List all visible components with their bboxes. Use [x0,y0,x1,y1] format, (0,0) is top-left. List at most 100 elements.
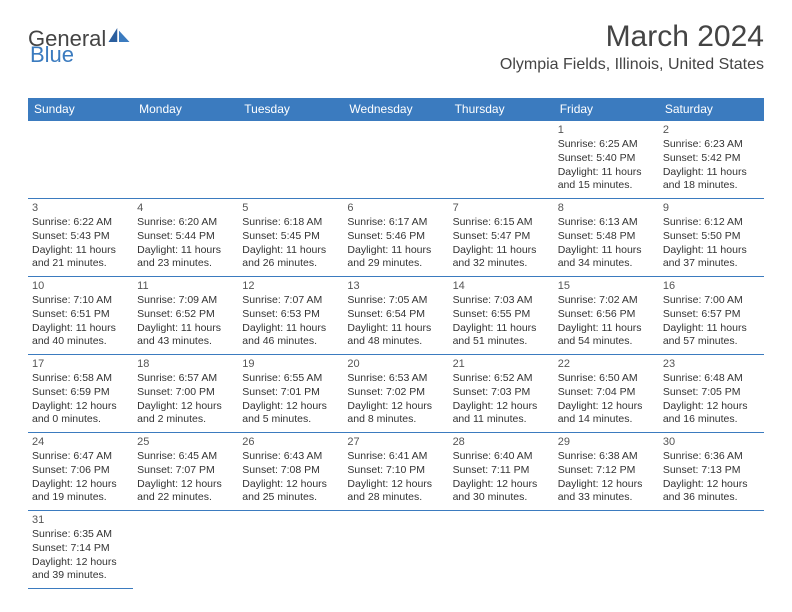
sunset-text: Sunset: 7:13 PM [663,464,760,478]
calendar-cell: 6Sunrise: 6:17 AMSunset: 5:46 PMDaylight… [343,199,448,277]
sunset-text: Sunset: 5:48 PM [558,230,655,244]
calendar-week-row: 31Sunrise: 6:35 AMSunset: 7:14 PMDayligh… [28,511,764,589]
sunset-text: Sunset: 5:43 PM [32,230,129,244]
day-header: Monday [133,98,238,121]
daylight-text: Daylight: 12 hours and 39 minutes. [32,556,129,583]
calendar-cell [343,121,448,199]
sunset-text: Sunset: 7:00 PM [137,386,234,400]
daylight-text: Daylight: 11 hours and 37 minutes. [663,244,760,271]
sunrise-text: Sunrise: 6:22 AM [32,216,129,230]
calendar-cell [133,121,238,199]
sunset-text: Sunset: 7:05 PM [663,386,760,400]
daylight-text: Daylight: 12 hours and 19 minutes. [32,478,129,505]
sunrise-text: Sunrise: 6:41 AM [347,450,444,464]
day-number: 3 [32,201,129,215]
calendar-cell: 7Sunrise: 6:15 AMSunset: 5:47 PMDaylight… [449,199,554,277]
sunrise-text: Sunrise: 6:52 AM [453,372,550,386]
calendar-cell: 2Sunrise: 6:23 AMSunset: 5:42 PMDaylight… [659,121,764,199]
daylight-text: Daylight: 11 hours and 15 minutes. [558,166,655,193]
daylight-text: Daylight: 12 hours and 0 minutes. [32,400,129,427]
sunrise-text: Sunrise: 7:10 AM [32,294,129,308]
day-number: 19 [242,357,339,371]
daylight-text: Daylight: 11 hours and 21 minutes. [32,244,129,271]
sunrise-text: Sunrise: 6:40 AM [453,450,550,464]
calendar-cell: 27Sunrise: 6:41 AMSunset: 7:10 PMDayligh… [343,433,448,511]
calendar-cell [449,121,554,199]
calendar-cell: 11Sunrise: 7:09 AMSunset: 6:52 PMDayligh… [133,277,238,355]
sunrise-text: Sunrise: 7:05 AM [347,294,444,308]
sunrise-text: Sunrise: 6:23 AM [663,138,760,152]
sunset-text: Sunset: 7:07 PM [137,464,234,478]
day-number: 14 [453,279,550,293]
calendar-cell: 19Sunrise: 6:55 AMSunset: 7:01 PMDayligh… [238,355,343,433]
sunrise-text: Sunrise: 6:48 AM [663,372,760,386]
day-number: 2 [663,123,760,137]
sunset-text: Sunset: 6:59 PM [32,386,129,400]
daylight-text: Daylight: 11 hours and 23 minutes. [137,244,234,271]
day-number: 15 [558,279,655,293]
day-number: 12 [242,279,339,293]
sunset-text: Sunset: 6:52 PM [137,308,234,322]
sunrise-text: Sunrise: 6:25 AM [558,138,655,152]
day-header: Sunday [28,98,133,121]
calendar-cell: 21Sunrise: 6:52 AMSunset: 7:03 PMDayligh… [449,355,554,433]
calendar-week-row: 10Sunrise: 7:10 AMSunset: 6:51 PMDayligh… [28,277,764,355]
day-number: 11 [137,279,234,293]
day-number: 24 [32,435,129,449]
sunset-text: Sunset: 6:56 PM [558,308,655,322]
daylight-text: Daylight: 12 hours and 5 minutes. [242,400,339,427]
calendar-cell: 10Sunrise: 7:10 AMSunset: 6:51 PMDayligh… [28,277,133,355]
calendar-cell: 12Sunrise: 7:07 AMSunset: 6:53 PMDayligh… [238,277,343,355]
sunset-text: Sunset: 7:08 PM [242,464,339,478]
calendar-cell: 26Sunrise: 6:43 AMSunset: 7:08 PMDayligh… [238,433,343,511]
sunset-text: Sunset: 7:04 PM [558,386,655,400]
calendar-cell [554,511,659,589]
day-header-row: SundayMondayTuesdayWednesdayThursdayFrid… [28,98,764,121]
sunrise-text: Sunrise: 7:09 AM [137,294,234,308]
sunset-text: Sunset: 7:11 PM [453,464,550,478]
sunset-text: Sunset: 7:10 PM [347,464,444,478]
calendar-table: SundayMondayTuesdayWednesdayThursdayFrid… [28,98,764,589]
sunset-text: Sunset: 7:14 PM [32,542,129,556]
sunset-text: Sunset: 7:03 PM [453,386,550,400]
logo-row2: Blue [30,42,74,68]
logo-text-blue: Blue [30,42,74,67]
daylight-text: Daylight: 12 hours and 25 minutes. [242,478,339,505]
calendar-cell: 8Sunrise: 6:13 AMSunset: 5:48 PMDaylight… [554,199,659,277]
calendar-cell: 14Sunrise: 7:03 AMSunset: 6:55 PMDayligh… [449,277,554,355]
sunset-text: Sunset: 6:55 PM [453,308,550,322]
calendar-cell: 25Sunrise: 6:45 AMSunset: 7:07 PMDayligh… [133,433,238,511]
sunset-text: Sunset: 5:45 PM [242,230,339,244]
daylight-text: Daylight: 11 hours and 40 minutes. [32,322,129,349]
sunset-text: Sunset: 7:12 PM [558,464,655,478]
daylight-text: Daylight: 12 hours and 30 minutes. [453,478,550,505]
calendar-cell: 28Sunrise: 6:40 AMSunset: 7:11 PMDayligh… [449,433,554,511]
daylight-text: Daylight: 12 hours and 16 minutes. [663,400,760,427]
day-number: 27 [347,435,444,449]
day-number: 5 [242,201,339,215]
day-number: 8 [558,201,655,215]
daylight-text: Daylight: 11 hours and 18 minutes. [663,166,760,193]
sunrise-text: Sunrise: 6:35 AM [32,528,129,542]
sunrise-text: Sunrise: 6:17 AM [347,216,444,230]
calendar-head: SundayMondayTuesdayWednesdayThursdayFrid… [28,98,764,121]
daylight-text: Daylight: 11 hours and 57 minutes. [663,322,760,349]
day-number: 16 [663,279,760,293]
calendar-body: 1Sunrise: 6:25 AMSunset: 5:40 PMDaylight… [28,121,764,589]
sunrise-text: Sunrise: 7:00 AM [663,294,760,308]
sunset-text: Sunset: 7:02 PM [347,386,444,400]
calendar-cell: 16Sunrise: 7:00 AMSunset: 6:57 PMDayligh… [659,277,764,355]
sunrise-text: Sunrise: 6:15 AM [453,216,550,230]
daylight-text: Daylight: 11 hours and 54 minutes. [558,322,655,349]
calendar-cell: 22Sunrise: 6:50 AMSunset: 7:04 PMDayligh… [554,355,659,433]
day-number: 10 [32,279,129,293]
day-header: Tuesday [238,98,343,121]
daylight-text: Daylight: 11 hours and 26 minutes. [242,244,339,271]
day-number: 23 [663,357,760,371]
day-number: 31 [32,513,129,527]
sunrise-text: Sunrise: 6:13 AM [558,216,655,230]
sunrise-text: Sunrise: 6:12 AM [663,216,760,230]
day-number: 4 [137,201,234,215]
daylight-text: Daylight: 11 hours and 46 minutes. [242,322,339,349]
calendar-week-row: 24Sunrise: 6:47 AMSunset: 7:06 PMDayligh… [28,433,764,511]
